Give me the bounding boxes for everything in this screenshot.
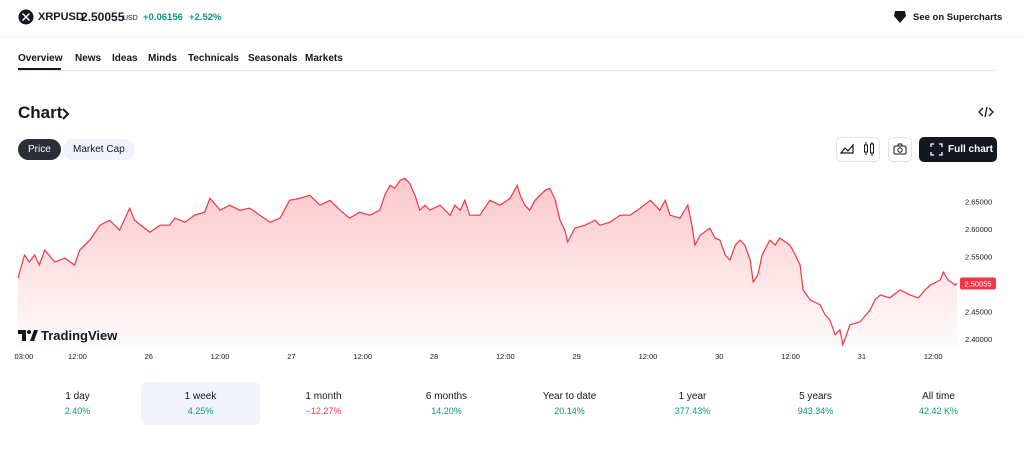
tab[interactable]: Ideas xyxy=(112,53,138,64)
tabs-rule xyxy=(18,70,997,71)
embed-icon[interactable] xyxy=(978,105,994,119)
period-change: 42.42 K% xyxy=(918,406,959,416)
symbol: XRPUSD xyxy=(38,11,84,23)
currency: USD xyxy=(123,15,138,22)
chart-style-group xyxy=(836,137,880,162)
x-tick-label: 12:00 xyxy=(639,352,658,361)
y-tick-label: 2.40000 xyxy=(965,335,992,344)
toggle-market-cap[interactable]: Market Cap xyxy=(63,139,135,160)
tab[interactable]: News xyxy=(75,53,102,64)
candle-style-button[interactable] xyxy=(863,142,875,156)
period-change: 4.25% xyxy=(187,406,214,416)
tab[interactable]: Minds xyxy=(148,53,177,64)
x-tick-label: 12:00 xyxy=(68,352,87,361)
price-chart: 2.400002.450002.500002.550002.600002.650… xyxy=(15,177,996,361)
watermark: TradingView xyxy=(41,328,118,343)
period-change: 2.40% xyxy=(64,406,91,416)
x-tick-label: 28 xyxy=(430,352,438,361)
price-line xyxy=(17,177,958,347)
camera-icon xyxy=(893,143,907,155)
period-button[interactable]: 1 month −12.27% xyxy=(264,382,383,425)
full-chart-button[interactable] xyxy=(919,137,997,162)
snapshot-button[interactable] xyxy=(888,137,912,162)
x-tick-label: 12:00 xyxy=(496,352,515,361)
period-label: 6 months xyxy=(425,391,468,402)
x-tick-label: 30 xyxy=(715,352,723,361)
x-tick-label: 31 xyxy=(858,352,866,361)
period-label: 1 year xyxy=(678,391,707,402)
period-change: 943.34% xyxy=(797,406,834,416)
change-percent: +2.52% xyxy=(189,12,222,23)
tab[interactable]: Markets xyxy=(305,53,343,64)
x-tick-label: 12:00 xyxy=(781,352,800,361)
change: +0.06156 xyxy=(143,12,183,23)
period-button[interactable]: 5 years 943.34% xyxy=(756,382,875,425)
period-label: Year to date xyxy=(542,391,597,402)
period-label: 1 week xyxy=(184,391,217,402)
tab[interactable]: Overview xyxy=(18,53,63,64)
supercharts-link[interactable]: See on Supercharts xyxy=(913,12,1003,23)
x-tick-label: 03:00 xyxy=(15,352,34,361)
supercharts-icon xyxy=(894,11,906,23)
area-style-button[interactable] xyxy=(840,143,854,155)
period-change: 377.43% xyxy=(674,406,711,416)
full-chart-label: Full chart xyxy=(948,144,994,155)
period-label: 5 years xyxy=(799,391,832,402)
period-button[interactable]: All time 42.42 K% xyxy=(879,382,998,425)
period-button[interactable]: 1 week 4.25% xyxy=(141,382,260,425)
chevron xyxy=(62,108,70,120)
x-tick-label: 12:00 xyxy=(211,352,230,361)
x-tick-label: 26 xyxy=(145,352,153,361)
period-button[interactable]: 6 months 14.20% xyxy=(387,382,506,425)
active-tab-underline xyxy=(18,68,61,70)
y-tick-label: 2.60000 xyxy=(965,225,992,234)
area-fill xyxy=(18,178,957,347)
y-tick-label: 2.65000 xyxy=(965,197,992,206)
symbol-icon xyxy=(18,9,34,25)
tab[interactable]: Technicals xyxy=(188,53,239,64)
y-tick-label: 2.55000 xyxy=(965,252,992,261)
period-label: 1 day xyxy=(65,391,90,402)
period-change: 14.20% xyxy=(431,406,462,416)
x-tick-label: 12:00 xyxy=(924,352,943,361)
period-button[interactable]: 1 year 377.43% xyxy=(633,382,752,425)
period-change: 20.14% xyxy=(554,406,585,416)
tradingview-logo xyxy=(18,330,38,341)
toggle-price[interactable]: Price xyxy=(18,139,61,160)
price: 2.50055 xyxy=(81,10,125,24)
y-tick-label: 2.45000 xyxy=(965,307,992,316)
last-price-badge xyxy=(960,277,996,290)
tab[interactable]: Seasonals xyxy=(248,53,298,64)
period-label: 1 month xyxy=(305,391,342,402)
fullscreen-icon xyxy=(930,143,943,156)
period-button[interactable]: Year to date 20.14% xyxy=(510,382,629,425)
x-tick-label: 29 xyxy=(572,352,580,361)
period-button[interactable]: 1 day 2.40% xyxy=(18,382,137,425)
top-bar xyxy=(0,0,1024,37)
last-price-label: 2.50055 xyxy=(964,279,991,288)
x-tick-label: 12:00 xyxy=(353,352,372,361)
section-title[interactable]: Chart xyxy=(18,103,63,122)
period-change: −12.27% xyxy=(305,406,342,416)
period-label: All time xyxy=(922,391,955,402)
x-tick-label: 27 xyxy=(287,352,295,361)
